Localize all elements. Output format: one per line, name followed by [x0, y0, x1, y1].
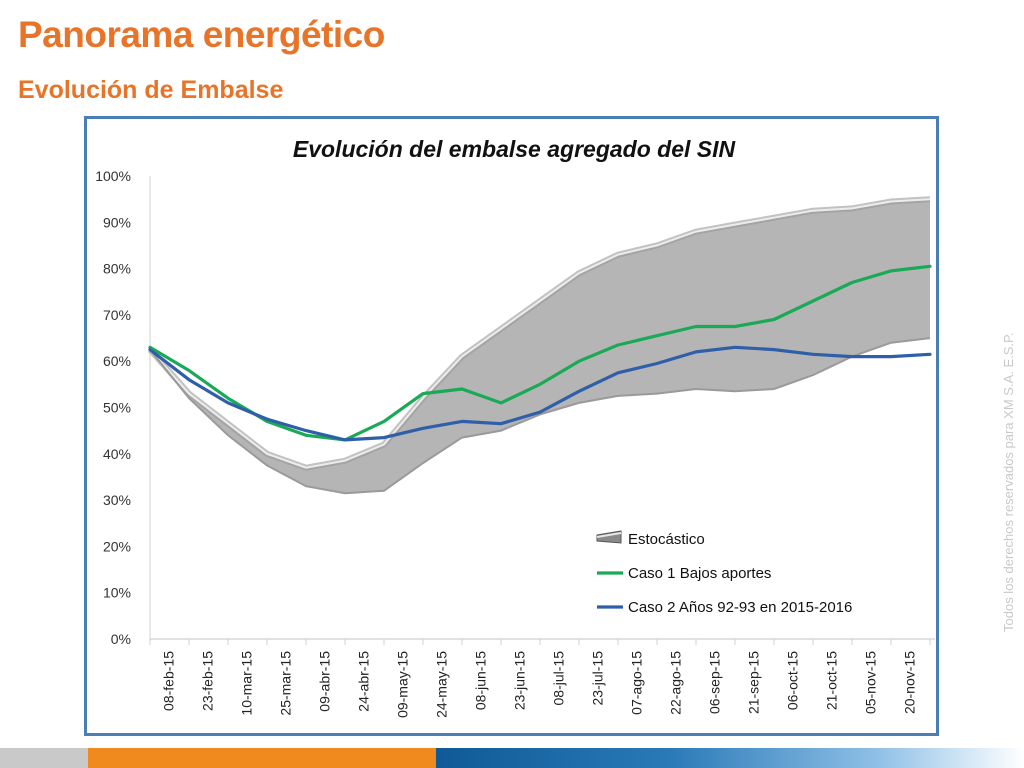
series-estocastico-upper-highlight [149, 198, 931, 469]
x-tick-label: 21-sep-15 [746, 651, 762, 714]
y-tick-label: 90% [103, 214, 131, 230]
x-tick-label: 05-nov-15 [863, 651, 879, 714]
y-tick-label: 10% [103, 585, 131, 601]
x-tick-label: 21-oct-15 [824, 651, 840, 710]
chart-frame: Evolución del embalse agregado del SIN 0… [84, 116, 939, 736]
x-tick-label: 23-jun-15 [512, 651, 528, 710]
copyright-note: Todos los derechos reservados para XM S.… [1001, 332, 1016, 632]
y-tick-label: 100% [95, 168, 131, 184]
legend-label: Estocástico [628, 531, 705, 548]
y-tick-label: 40% [103, 446, 131, 462]
x-tick-label: 24-may-15 [434, 651, 450, 718]
legend-swatch-estocastico [596, 530, 622, 544]
y-tick-label: 80% [103, 261, 131, 277]
chart-title: Evolución del embalse agregado del SIN [293, 136, 736, 162]
y-tick-label: 0% [111, 631, 131, 647]
y-axis: 0% 10% 20% 30% 40% 50% 60% 70% 80% 90% 100% [95, 168, 151, 647]
legend-label: Caso 1 Bajos aportes [628, 565, 771, 582]
series-estocastico-lower-edge [149, 337, 931, 495]
x-tick-label: 07-ago-15 [629, 651, 645, 715]
y-tick-label: 50% [103, 400, 131, 416]
footer-bar-gray [0, 748, 88, 768]
y-tick-label: 70% [103, 307, 131, 323]
y-tick-label: 60% [103, 353, 131, 369]
series-caso2-line [148, 345, 932, 442]
x-tick-label: 24-abr-15 [356, 651, 372, 712]
x-tick-label: 09-may-15 [395, 651, 411, 718]
slide-title: Panorama energético [18, 14, 385, 55]
x-tick-label: 08-jun-15 [473, 651, 489, 710]
x-tick-label: 25-mar-15 [278, 651, 294, 716]
footer-bar-orange [88, 748, 436, 768]
footer-bar-blue [436, 748, 1024, 768]
plot-area [147, 196, 932, 495]
x-axis: 08-feb-15 23-feb-15 10-mar-15 25-mar-15 09-a… [149, 638, 935, 718]
x-tick-label: 10-mar-15 [239, 651, 255, 716]
x-tick-label: 08-jul-15 [551, 651, 567, 706]
x-tick-label: 06-oct-15 [785, 651, 801, 710]
x-tick-label: 20-nov-15 [902, 651, 918, 714]
legend-label: Caso 2 Años 92-93 en 2015-2016 [628, 599, 852, 616]
x-tick-label: 06-sep-15 [707, 651, 723, 714]
reservoir-chart: Evolución del embalse agregado del SIN 0… [95, 136, 935, 718]
chart-legend: Estocástico Caso 1 Bajos aportes Caso 2 Añ… [596, 530, 852, 616]
series-estocastico-band [150, 199, 930, 494]
x-tick-label: 23-jul-15 [590, 651, 606, 706]
x-tick-label: 09-abr-15 [317, 651, 333, 712]
slide-subtitle: Evolución de Embalse [18, 76, 284, 104]
x-tick-label: 23-feb-15 [200, 651, 216, 711]
x-tick-label: 22-ago-15 [668, 651, 684, 715]
y-tick-label: 30% [103, 492, 131, 508]
x-tick-label: 08-feb-15 [161, 651, 177, 711]
series-caso1-line [148, 264, 932, 442]
y-tick-label: 20% [103, 538, 131, 554]
